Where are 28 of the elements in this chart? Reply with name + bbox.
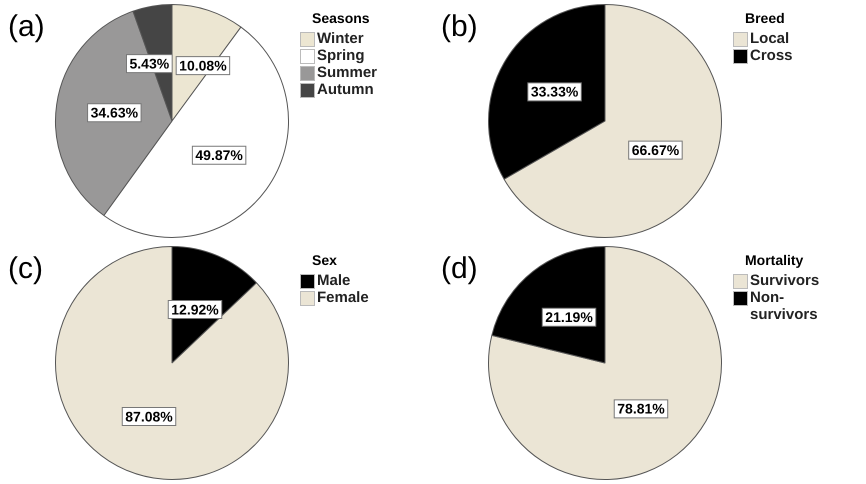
data-label: 66.67% xyxy=(632,142,680,158)
legend-label: Autumn xyxy=(317,81,374,98)
legend-title: Mortality xyxy=(745,252,804,268)
legend-label: Survivors xyxy=(750,272,820,289)
chart-title: (a) xyxy=(8,10,45,44)
legend-label: Non-survivors xyxy=(750,289,819,323)
legend-title: Seasons xyxy=(312,10,371,26)
data-label: 78.81% xyxy=(617,400,666,417)
chart-title: (d) xyxy=(441,252,478,286)
legend-label: Cross xyxy=(750,47,793,64)
data-label: 34.63% xyxy=(90,104,139,121)
data-label: 5.43% xyxy=(129,55,170,72)
data-label: 12.92% xyxy=(171,301,220,318)
data-label: 33.33% xyxy=(530,84,579,100)
legend-label: Female xyxy=(317,289,369,306)
data-label: 21.19% xyxy=(545,309,594,326)
legend-label: Winter xyxy=(317,30,364,47)
data-label: 87.08% xyxy=(125,408,174,424)
data-label: 10.08% xyxy=(179,58,228,74)
data-label: 49.87% xyxy=(195,147,244,164)
legend-label: Summer xyxy=(317,64,378,81)
legend-title: Sex xyxy=(312,252,338,268)
chart-title: (b) xyxy=(441,10,478,44)
legend-title: Breed xyxy=(745,10,786,26)
chart-title: (c) xyxy=(8,252,43,286)
slice-label: Spring xyxy=(317,47,364,64)
legend-label: Male xyxy=(317,272,350,289)
legend-label: Local xyxy=(750,30,790,47)
